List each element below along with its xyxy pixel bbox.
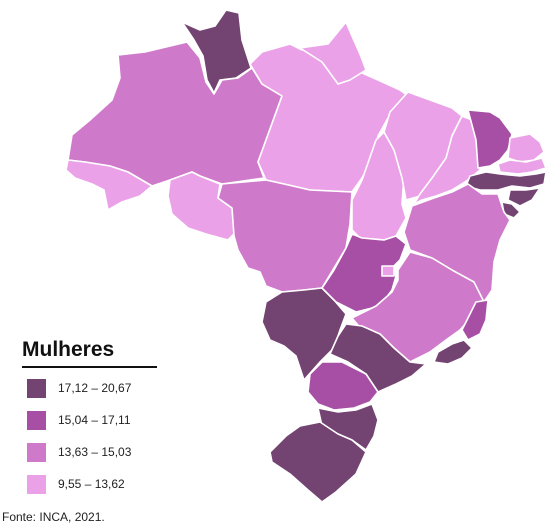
state-sao-paulo[interactable] <box>329 323 427 393</box>
state-parana[interactable] <box>307 361 379 411</box>
legend-swatch <box>27 378 46 398</box>
state-acre[interactable] <box>65 159 153 211</box>
state-espirito-santo[interactable] <box>461 299 489 341</box>
legend-swatch <box>27 474 46 494</box>
legend-label: 9,55 – 13,62 <box>58 477 125 491</box>
legend-title: Mulheres <box>22 338 157 368</box>
state-ceara[interactable] <box>467 109 513 169</box>
state-distrito-federal[interactable] <box>381 265 395 277</box>
legend-swatch <box>27 442 46 462</box>
source-note: Fonte: INCA, 2021. <box>2 510 105 524</box>
map-legend: Mulheres 17,12 – 20,67 15,04 – 17,11 13,… <box>22 338 157 504</box>
state-minas-gerais[interactable] <box>351 251 485 363</box>
state-paraiba[interactable] <box>497 157 547 175</box>
state-goias[interactable] <box>321 233 407 313</box>
legend-swatch <box>27 410 46 430</box>
state-amapa[interactable] <box>299 21 367 85</box>
state-pernambuco[interactable] <box>465 171 547 191</box>
state-rio-grande-do-norte[interactable] <box>507 133 545 163</box>
legend-label: 13,63 – 15,03 <box>58 445 132 459</box>
state-rio-de-janeiro[interactable] <box>433 339 473 365</box>
legend-item: 15,04 – 17,11 <box>22 408 157 432</box>
legend-item: 9,55 – 13,62 <box>22 472 157 496</box>
state-alagoas[interactable] <box>507 187 541 207</box>
legend-list: 17,12 – 20,67 15,04 – 17,11 13,63 – 15,0… <box>22 376 157 496</box>
state-rio-grande-do-sul[interactable] <box>269 421 367 503</box>
state-amazonas[interactable] <box>67 41 283 187</box>
legend-label: 17,12 – 20,67 <box>58 381 132 395</box>
legend-label: 15,04 – 17,11 <box>58 413 131 427</box>
legend-item: 17,12 – 20,67 <box>22 376 157 400</box>
legend-item: 13,63 – 15,03 <box>22 440 157 464</box>
state-roraima[interactable] <box>181 9 252 94</box>
